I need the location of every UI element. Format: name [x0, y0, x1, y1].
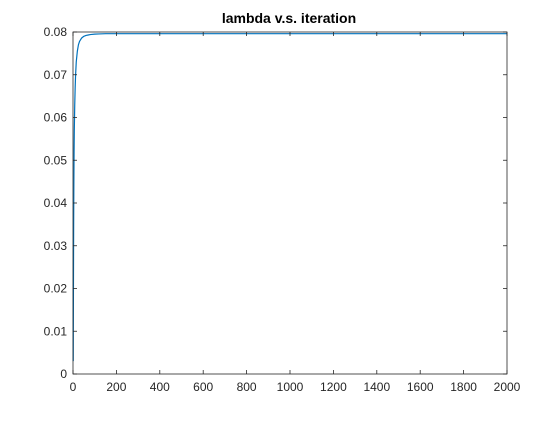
plot-background [73, 32, 507, 374]
y-tick-label: 0.04 [44, 196, 68, 210]
y-tick-label: 0.08 [44, 25, 68, 39]
y-tick-label: 0.02 [44, 282, 68, 296]
y-tick-label: 0.01 [44, 324, 68, 338]
x-tick-label: 1000 [277, 380, 304, 394]
x-tick-label: 800 [237, 380, 257, 394]
x-tick-label: 200 [106, 380, 126, 394]
y-tick-label: 0.06 [44, 111, 68, 125]
x-tick-label: 1400 [363, 380, 390, 394]
chart-title: lambda v.s. iteration [222, 10, 356, 26]
x-tick-label: 1600 [407, 380, 434, 394]
series-line-0 [72, 33, 507, 362]
plot-area: 0 200 400 600 800 1000 1200 1400 1600 1800 2000 0 0.… [44, 25, 521, 394]
y-tick-label: 0 [60, 367, 67, 381]
x-tick-label: 1800 [450, 380, 477, 394]
y-tick-label: 0.03 [44, 239, 68, 253]
x-tick-label: 600 [193, 380, 213, 394]
y-tick-label: 0.07 [44, 68, 68, 82]
x-tick-label: 1200 [320, 380, 347, 394]
x-tick-label: 400 [150, 380, 170, 394]
x-tick-label: 0 [70, 380, 77, 394]
y-tick-label: 0.05 [44, 153, 68, 167]
x-tick-label: 2000 [494, 380, 521, 394]
